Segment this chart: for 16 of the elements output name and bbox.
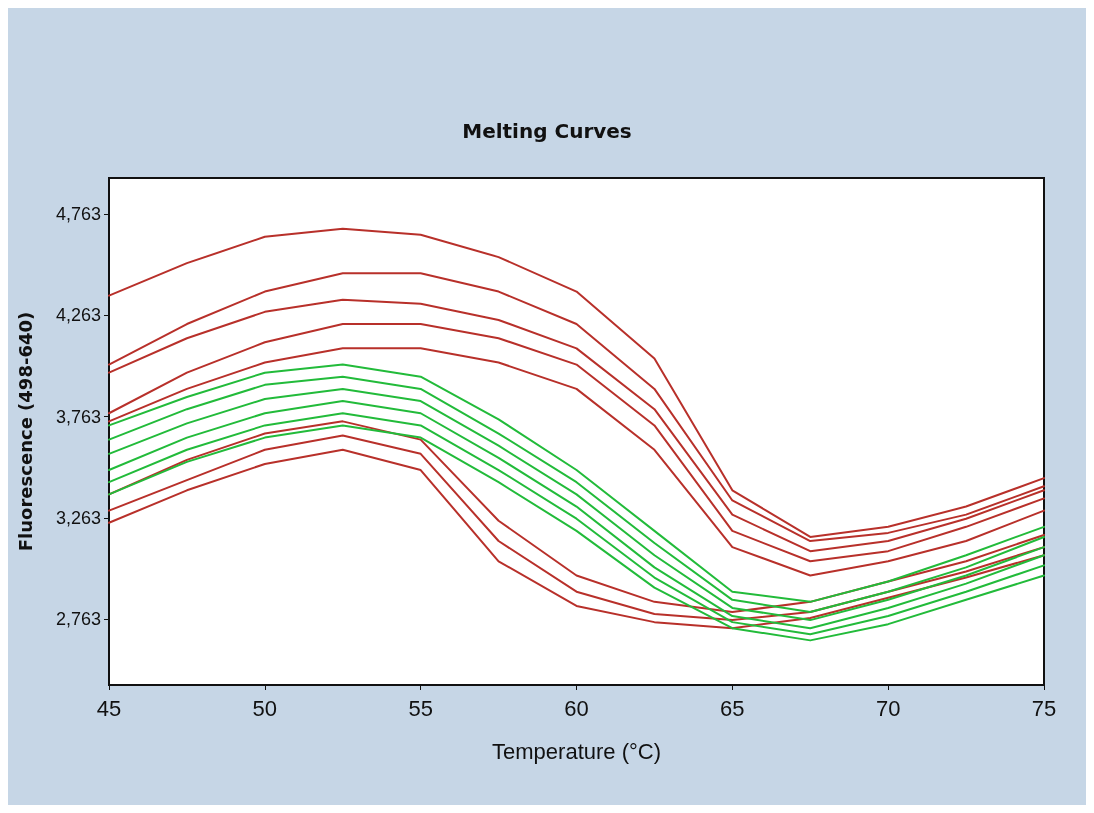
x-tick-label: 60 [564, 695, 589, 721]
x-tick-label: 55 [408, 695, 433, 721]
x-tick-label: 50 [252, 695, 278, 721]
x-tick-label: 65 [720, 695, 745, 721]
x-tick-label: 70 [875, 695, 901, 721]
chart-title: Melting Curves [462, 119, 632, 143]
y-tick-label: 4,763 [55, 203, 101, 224]
y-tick-label: 4,263 [55, 305, 101, 326]
x-axis-title: Temperature (°C) [492, 738, 661, 764]
y-tick-label: 3,763 [55, 406, 101, 427]
x-tick-label: 75 [1031, 695, 1057, 721]
line-series [108, 227, 1045, 538]
y-tick-label: 2,763 [55, 609, 101, 630]
y-tick-label: 3,263 [55, 508, 101, 529]
y-axis-title: Fluorescence (498-640) [14, 311, 36, 552]
x-tick-label: 45 [96, 695, 122, 721]
